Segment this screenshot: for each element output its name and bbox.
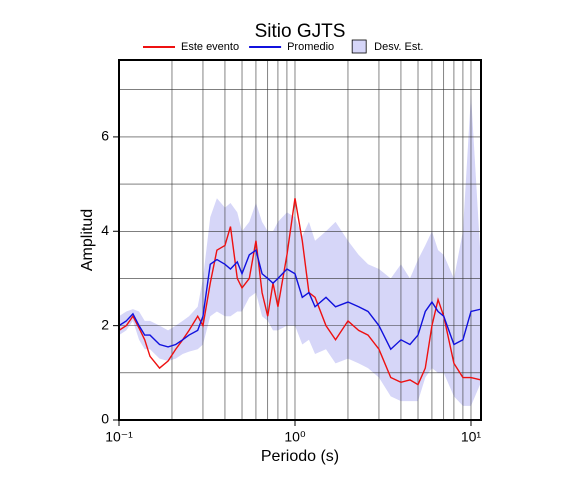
x-axis-label: Periodo (s)	[261, 448, 339, 465]
chart-title: Sitio GJTS	[255, 21, 346, 42]
plot-frame	[118, 59, 482, 421]
x-tick-label: 10⁰	[284, 429, 306, 445]
y-tick-label: 0	[101, 411, 109, 427]
x-tick-label: 10⁻¹	[105, 429, 133, 445]
series-line	[118, 248, 482, 351]
series-line	[118, 198, 482, 386]
y-tick-label: 4	[101, 222, 109, 238]
y-tick-label: 6	[101, 128, 109, 144]
std-band	[119, 94, 481, 406]
y-tick-label: 2	[101, 316, 109, 332]
y-axis-label: Amplitud	[79, 209, 96, 271]
legend-label: Promedio	[287, 41, 334, 53]
legend-label: Este evento	[181, 41, 239, 53]
legend-swatch	[351, 39, 367, 54]
legend-label: Desv. Est.	[374, 41, 423, 53]
x-tick-label: 10¹	[461, 429, 482, 445]
